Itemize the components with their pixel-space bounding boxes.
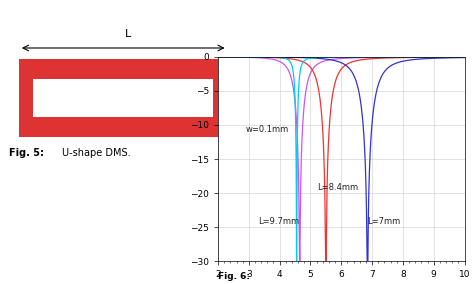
Text: L: L — [125, 29, 131, 39]
Text: w=0.1mm: w=0.1mm — [246, 125, 289, 134]
Text: Fig. 5:: Fig. 5: — [9, 148, 45, 158]
Text: L=8.4mm: L=8.4mm — [317, 183, 358, 192]
Text: Fig. 6:: Fig. 6: — [218, 272, 250, 281]
Text: U-shape DMS.: U-shape DMS. — [62, 148, 130, 158]
Text: W: W — [235, 93, 246, 103]
Text: L=9.7mm: L=9.7mm — [258, 217, 299, 226]
Text: L=7mm: L=7mm — [367, 217, 401, 226]
Bar — [33, 79, 213, 117]
Bar — [19, 59, 228, 137]
